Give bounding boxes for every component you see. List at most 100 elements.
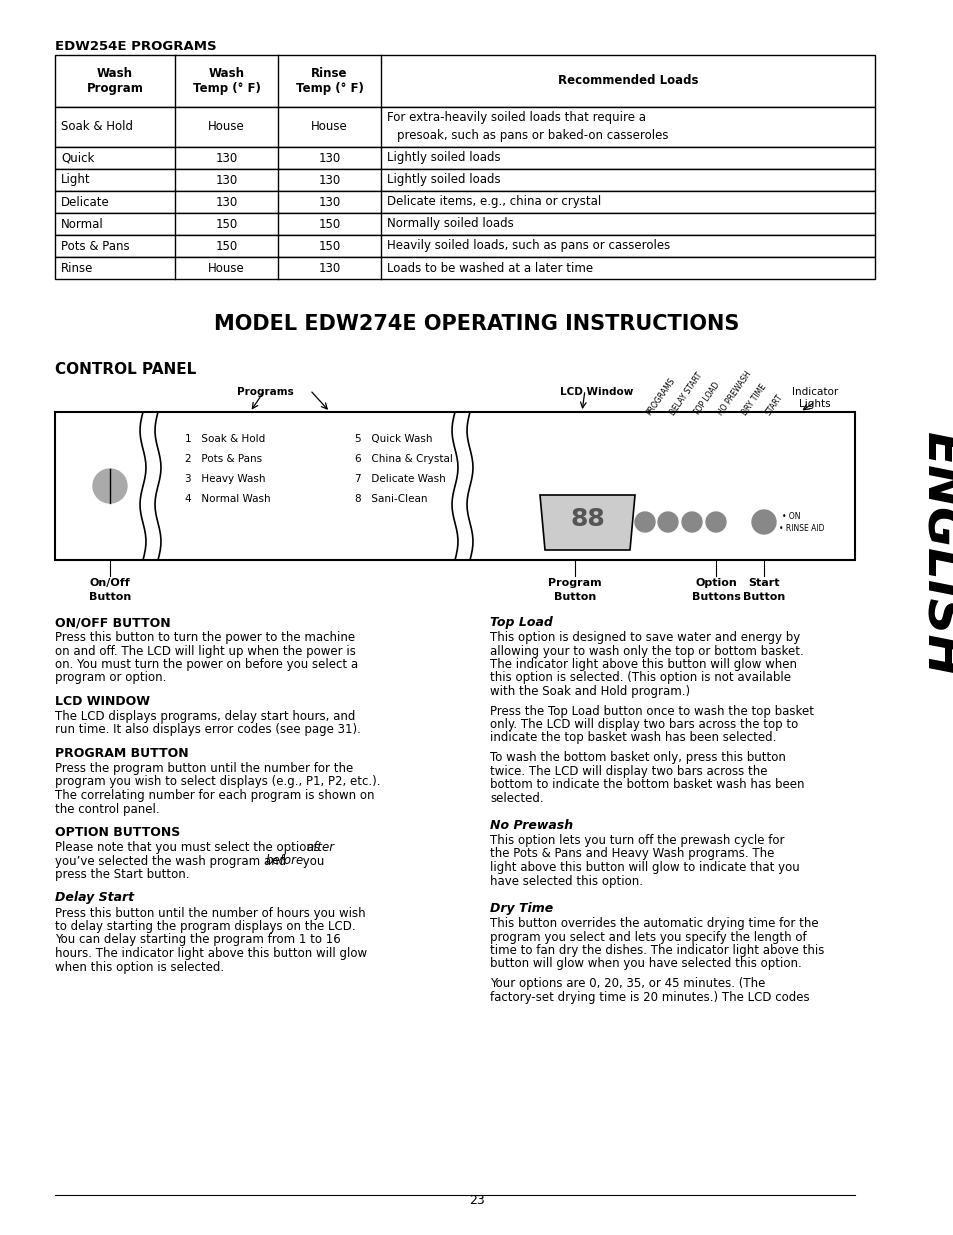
Text: allowing your to wash only the top or bottom basket.: allowing your to wash only the top or bo… bbox=[490, 645, 803, 657]
Text: Button: Button bbox=[742, 592, 784, 601]
Text: NO PREWASH: NO PREWASH bbox=[716, 369, 752, 417]
Text: This option is designed to save water and energy by: This option is designed to save water an… bbox=[490, 631, 800, 643]
Text: 8   Sani-Clean: 8 Sani-Clean bbox=[355, 494, 427, 504]
Text: program you wish to select displays (e.g., P1, P2, etc.).: program you wish to select displays (e.g… bbox=[55, 776, 380, 788]
Text: Indicator: Indicator bbox=[791, 387, 838, 396]
Text: No Prewash: No Prewash bbox=[490, 819, 573, 832]
Text: have selected this option.: have selected this option. bbox=[490, 874, 642, 888]
Text: program or option.: program or option. bbox=[55, 672, 166, 684]
Text: Button: Button bbox=[554, 592, 596, 601]
Text: Lightly soiled loads: Lightly soiled loads bbox=[387, 173, 500, 186]
Text: DELAY START: DELAY START bbox=[667, 370, 703, 417]
Text: Your options are 0, 20, 35, or 45 minutes. (The: Your options are 0, 20, 35, or 45 minute… bbox=[490, 977, 764, 990]
Text: Programs: Programs bbox=[236, 387, 294, 396]
Text: 150: 150 bbox=[215, 217, 237, 231]
Text: bottom to indicate the bottom basket wash has been: bottom to indicate the bottom basket was… bbox=[490, 778, 803, 790]
Text: 130: 130 bbox=[318, 195, 340, 209]
Circle shape bbox=[751, 510, 775, 534]
Text: 4   Normal Wash: 4 Normal Wash bbox=[185, 494, 271, 504]
Text: Delicate: Delicate bbox=[61, 195, 110, 209]
Text: 130: 130 bbox=[215, 195, 237, 209]
Text: the Pots & Pans and Heavy Wash programs. The: the Pots & Pans and Heavy Wash programs.… bbox=[490, 847, 774, 861]
Text: 150: 150 bbox=[318, 240, 340, 252]
Text: Quick: Quick bbox=[61, 152, 94, 164]
Text: 130: 130 bbox=[215, 173, 237, 186]
Text: LCD Window: LCD Window bbox=[559, 387, 633, 396]
Text: you’ve selected the wash program and: you’ve selected the wash program and bbox=[55, 855, 290, 867]
Text: to delay starting the program displays on the LCD.: to delay starting the program displays o… bbox=[55, 920, 355, 932]
Text: presoak, such as pans or baked-on casseroles: presoak, such as pans or baked-on casser… bbox=[396, 130, 668, 142]
Text: 6   China & Crystal: 6 China & Crystal bbox=[355, 454, 453, 464]
Text: Press this button to turn the power to the machine: Press this button to turn the power to t… bbox=[55, 631, 355, 643]
Text: Press the Top Load button once to wash the top basket: Press the Top Load button once to wash t… bbox=[490, 704, 813, 718]
Bar bbox=[55, 147, 874, 169]
Text: Light: Light bbox=[61, 173, 91, 186]
Text: selected.: selected. bbox=[490, 792, 543, 804]
Text: indicate the top basket wash has been selected.: indicate the top basket wash has been se… bbox=[490, 731, 776, 745]
Text: Off: Off bbox=[106, 485, 117, 494]
Text: Lightly soiled loads: Lightly soiled loads bbox=[387, 152, 500, 164]
Text: Recommended Loads: Recommended Loads bbox=[558, 74, 698, 88]
Text: On: On bbox=[107, 475, 117, 484]
Text: START: START bbox=[763, 393, 784, 417]
Text: Delicate items, e.g., china or crystal: Delicate items, e.g., china or crystal bbox=[387, 195, 600, 209]
Circle shape bbox=[681, 513, 701, 532]
Text: 88: 88 bbox=[570, 508, 604, 531]
Text: Loads to be washed at a later time: Loads to be washed at a later time bbox=[387, 262, 593, 274]
Text: Soak & Hold: Soak & Hold bbox=[61, 121, 132, 133]
Text: program you select and lets you specify the length of: program you select and lets you specify … bbox=[490, 930, 806, 944]
Circle shape bbox=[658, 513, 678, 532]
Text: On/Off: On/Off bbox=[90, 578, 131, 588]
Text: when this option is selected.: when this option is selected. bbox=[55, 961, 224, 973]
Text: Option: Option bbox=[695, 578, 736, 588]
Text: with the Soak and Hold program.): with the Soak and Hold program.) bbox=[490, 685, 689, 698]
Text: Wash
Temp (° F): Wash Temp (° F) bbox=[193, 67, 260, 95]
Text: twice. The LCD will display two bars across the: twice. The LCD will display two bars acr… bbox=[490, 764, 767, 778]
Text: Program: Program bbox=[548, 578, 601, 588]
Text: OPTION BUTTONS: OPTION BUTTONS bbox=[55, 826, 180, 839]
Text: Press the program button until the number for the: Press the program button until the numbe… bbox=[55, 762, 353, 776]
Text: Delay Start: Delay Start bbox=[55, 892, 134, 904]
Text: 3   Heavy Wash: 3 Heavy Wash bbox=[185, 474, 265, 484]
Bar bbox=[55, 235, 874, 257]
Circle shape bbox=[635, 513, 655, 532]
Text: 130: 130 bbox=[318, 262, 340, 274]
Text: The correlating number for each program is shown on: The correlating number for each program … bbox=[55, 789, 375, 802]
Bar bbox=[55, 107, 874, 147]
Text: For extra-heavily soiled loads that require a: For extra-heavily soiled loads that requ… bbox=[387, 111, 645, 125]
Text: 5   Quick Wash: 5 Quick Wash bbox=[355, 433, 432, 445]
Text: 130: 130 bbox=[215, 152, 237, 164]
Text: ENGLISH: ENGLISH bbox=[915, 432, 953, 678]
Text: House: House bbox=[311, 121, 348, 133]
Text: 23: 23 bbox=[469, 1194, 484, 1207]
Bar bbox=[55, 191, 874, 212]
Text: button will glow when you have selected this option.: button will glow when you have selected … bbox=[490, 957, 801, 971]
Text: To wash the bottom basket only, press this button: To wash the bottom basket only, press th… bbox=[490, 751, 785, 764]
Text: 1   Soak & Hold: 1 Soak & Hold bbox=[185, 433, 265, 445]
Text: 130: 130 bbox=[318, 152, 340, 164]
Text: Buttons: Buttons bbox=[691, 592, 740, 601]
Text: Normal: Normal bbox=[61, 217, 104, 231]
Text: on and off. The LCD will light up when the power is: on and off. The LCD will light up when t… bbox=[55, 645, 355, 657]
Text: Wash
Program: Wash Program bbox=[87, 67, 143, 95]
Bar bbox=[55, 412, 854, 559]
Bar bbox=[55, 169, 874, 191]
Text: House: House bbox=[208, 262, 245, 274]
Text: • RINSE AID: • RINSE AID bbox=[779, 524, 823, 534]
Text: The indicator light above this button will glow when: The indicator light above this button wi… bbox=[490, 658, 796, 671]
Circle shape bbox=[705, 513, 725, 532]
Text: • ON: • ON bbox=[781, 513, 800, 521]
Text: 130: 130 bbox=[318, 173, 340, 186]
Text: you: you bbox=[298, 855, 324, 867]
Text: factory-set drying time is 20 minutes.) The LCD codes: factory-set drying time is 20 minutes.) … bbox=[490, 990, 809, 1004]
Text: CONTROL PANEL: CONTROL PANEL bbox=[55, 362, 196, 377]
Text: after: after bbox=[307, 841, 335, 853]
Bar bbox=[55, 212, 874, 235]
Text: Dry Time: Dry Time bbox=[490, 902, 553, 915]
Text: 2   Pots & Pans: 2 Pots & Pans bbox=[185, 454, 262, 464]
Polygon shape bbox=[539, 495, 635, 550]
Text: Press this button until the number of hours you wish: Press this button until the number of ho… bbox=[55, 906, 365, 920]
Text: Lights: Lights bbox=[799, 399, 830, 409]
Text: light above this button will glow to indicate that you: light above this button will glow to ind… bbox=[490, 861, 799, 874]
Text: DRY TIME: DRY TIME bbox=[740, 383, 767, 417]
